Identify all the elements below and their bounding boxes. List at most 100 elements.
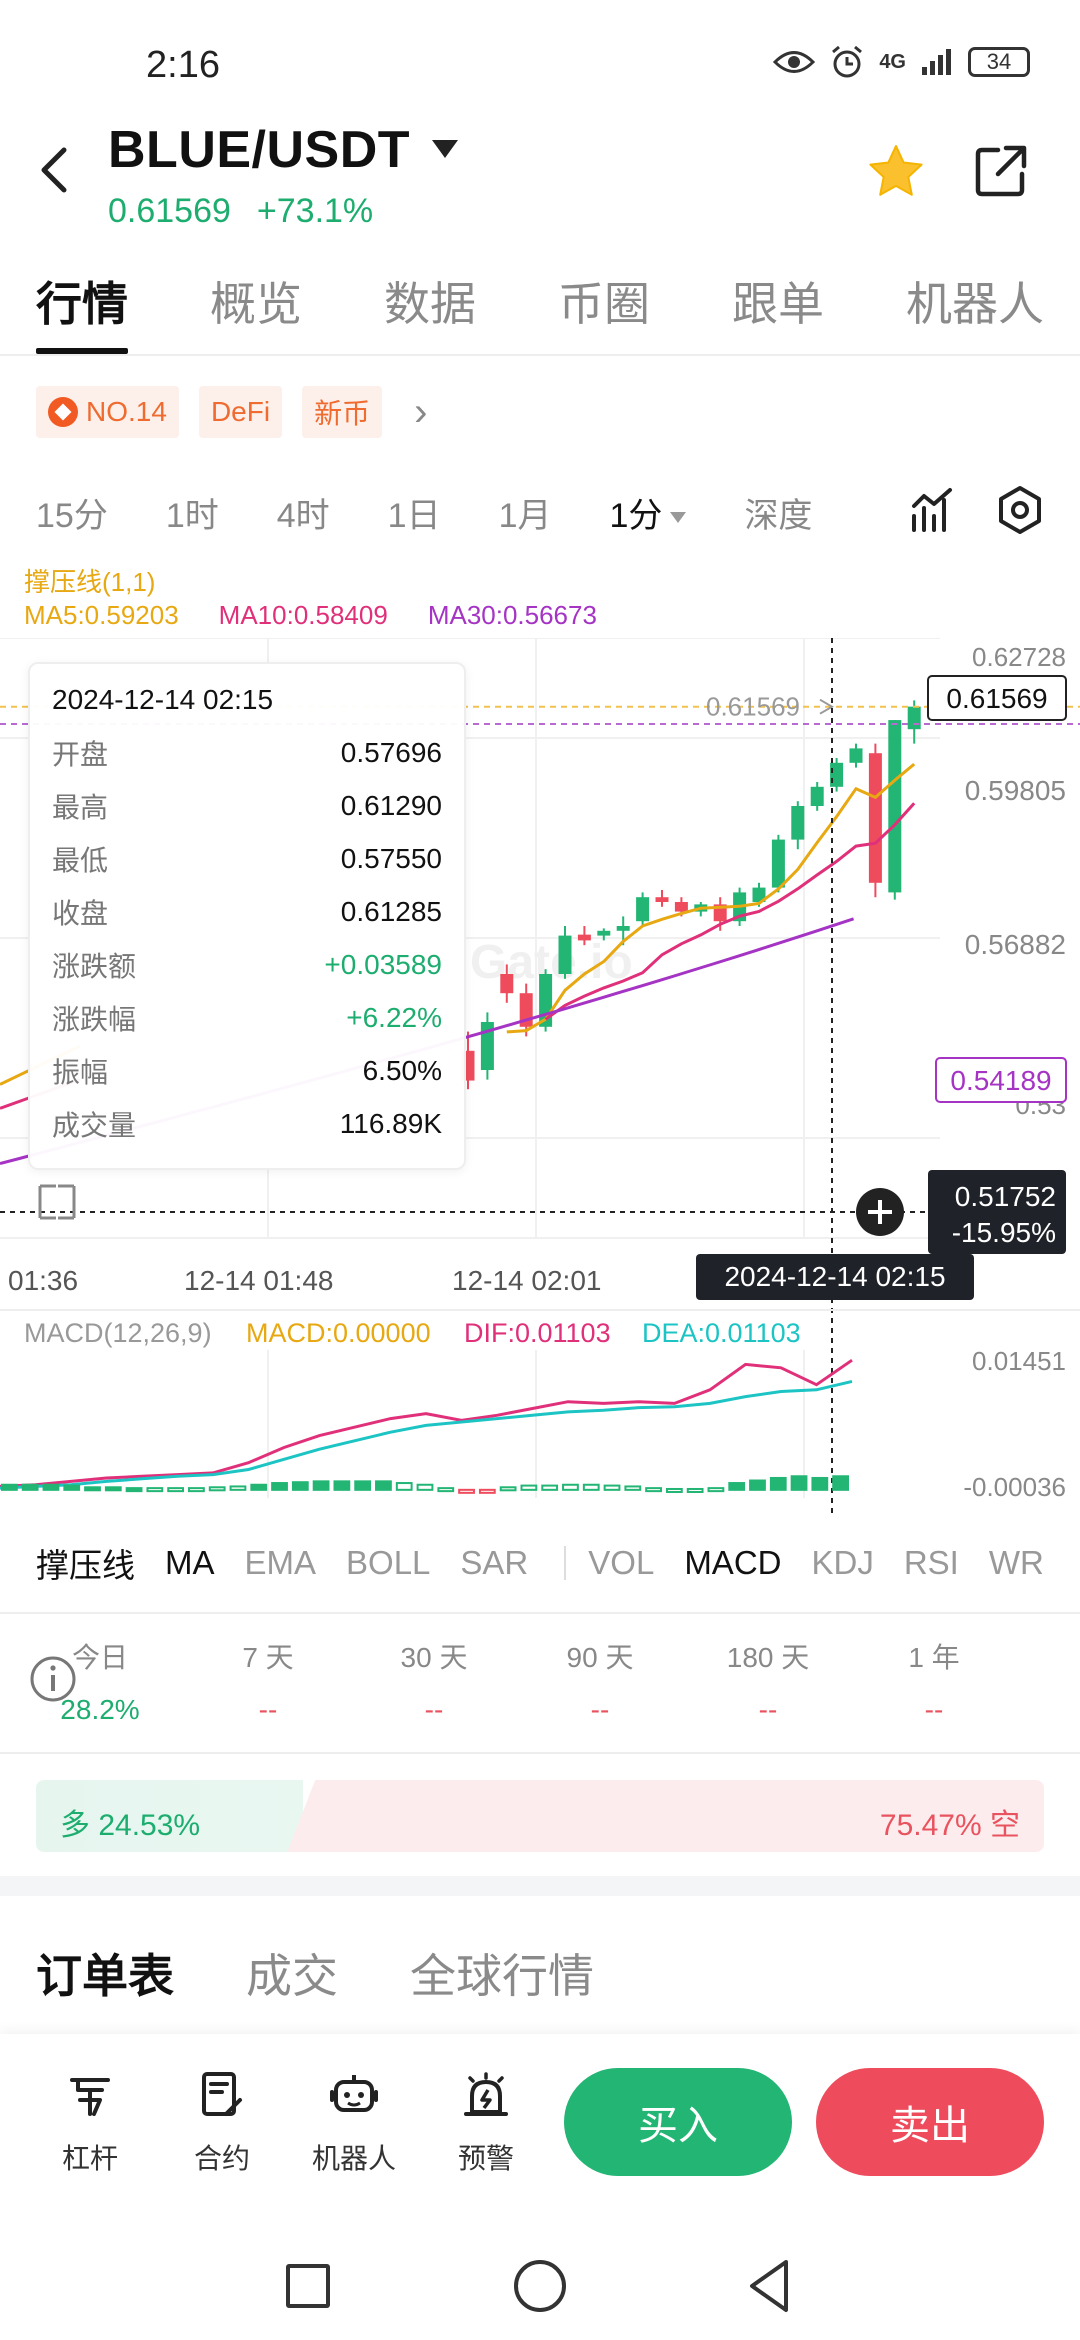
interval-selected[interactable]: 1分	[610, 488, 687, 537]
contract-icon	[202, 2072, 242, 2116]
macd-histogram-bar	[291, 1481, 309, 1491]
candle-body	[810, 786, 824, 806]
defi-tag[interactable]: DeFi	[198, 386, 283, 438]
battery-icon: 34	[968, 47, 1030, 77]
tooltip-row: 成交量 116.89K	[52, 1097, 442, 1150]
tooltip-value: 6.50%	[362, 1054, 442, 1086]
rank-tag[interactable]: NO.14	[36, 386, 179, 438]
candle-body	[636, 897, 650, 922]
dif-value: DIF:0.01103	[464, 1318, 611, 1348]
x-axis-label: 01:36	[8, 1265, 78, 1296]
interval-1mo[interactable]: 1月	[498, 496, 552, 535]
margin-action[interactable]: 杠杆	[40, 2070, 140, 2177]
chart-style-icon[interactable]	[908, 486, 956, 534]
bot-action[interactable]: 机器人	[304, 2070, 404, 2177]
alert-action[interactable]: 预警	[436, 2070, 536, 2177]
crosshair-plus-glyph	[868, 1200, 892, 1224]
indicator-separator	[564, 1546, 567, 1580]
candle-body	[907, 706, 921, 730]
macd-histogram-bar	[790, 1475, 808, 1491]
kline-chart[interactable]: Gate.io0.615690.627280.598050.568820.530…	[0, 638, 1080, 1518]
tab-global-market[interactable]: 全球行情	[410, 1950, 594, 2002]
caret-down-icon	[670, 512, 687, 524]
period-stats: 今日 28.2% 7 天 -- 30 天 -- 90 天 -- 180 天 -- 1 年 --	[0, 1612, 1080, 1754]
contract-action[interactable]: 合约	[172, 2070, 272, 2177]
support-resistance-legend: 撑压线(1,1)	[24, 567, 156, 597]
tab-trades[interactable]: 成交	[246, 1950, 338, 2002]
tooltip-value: 0.57550	[340, 842, 442, 874]
tab-4[interactable]: 跟单	[732, 278, 824, 330]
sell-button[interactable]: 卖出	[816, 2068, 1044, 2176]
tab-0[interactable]: 行情	[36, 262, 128, 354]
tab-order-book[interactable]: 订单表	[36, 1950, 174, 2002]
macd-histogram-bar	[582, 1483, 600, 1491]
macd-histogram-bar	[645, 1487, 662, 1493]
indicator-macd[interactable]: MACD	[684, 1544, 782, 1581]
settings-hexagon-icon[interactable]	[994, 484, 1046, 536]
long-short-ratio: 多 24.53% 75.47% 空	[36, 1780, 1044, 1852]
macd-histogram-bar	[188, 1487, 205, 1493]
back-arrow-icon[interactable]	[30, 140, 80, 200]
indicator-sar[interactable]: SAR	[460, 1544, 529, 1581]
favorite-star-icon[interactable]	[866, 142, 926, 202]
macd-histogram-bar	[478, 1488, 496, 1494]
tab-1[interactable]: 概览	[210, 278, 302, 330]
depth-tab[interactable]: 深度	[744, 496, 813, 535]
tooltip-label: 开盘	[52, 738, 109, 770]
crosshair-price-tag	[928, 1170, 1066, 1254]
indicator-vol[interactable]: VOL	[588, 1544, 655, 1581]
status-time: 2:16	[146, 44, 220, 86]
recent-apps-icon[interactable]	[286, 2264, 330, 2308]
macd-histogram-bar	[271, 1482, 288, 1491]
chevron-right-icon[interactable]: ›	[414, 389, 428, 434]
tooltip-date: 2024-12-14 02:15	[52, 684, 274, 715]
period-stat-value: --	[424, 1694, 444, 1725]
signal-icon	[922, 49, 951, 75]
crosshair-change: -15.95%	[952, 1217, 1056, 1248]
short-ratio: 75.47% 空	[879, 1809, 1020, 1842]
indicator-kdj[interactable]: KDJ	[811, 1544, 874, 1581]
indicator-ema[interactable]: EMA	[244, 1544, 317, 1581]
pair-title[interactable]: BLUE/USDT	[108, 121, 411, 179]
indicator-ma[interactable]: MA	[165, 1544, 215, 1581]
macd-histogram-bar	[333, 1480, 351, 1491]
indicator-rsi[interactable]: RSI	[903, 1544, 959, 1581]
interval-1d[interactable]: 1日	[387, 496, 441, 535]
interval-15m[interactable]: 15分	[36, 496, 108, 535]
indicator-boll[interactable]: BOLL	[346, 1544, 431, 1581]
share-icon[interactable]	[972, 142, 1030, 200]
indicator-wr[interactable]: WR	[988, 1544, 1044, 1581]
price-change: +73.1%	[256, 192, 374, 230]
macd-histogram-bar	[541, 1484, 559, 1491]
short-bar	[287, 1780, 1044, 1852]
candle-body	[655, 897, 669, 902]
macd-histogram-bar	[458, 1488, 475, 1494]
last-price: 0.61569	[108, 192, 231, 230]
pair-dropdown-icon[interactable]	[432, 140, 458, 158]
buy-button[interactable]: 买入	[564, 2068, 792, 2176]
tab-2[interactable]: 数据	[384, 278, 476, 330]
nav-back-icon[interactable]	[746, 2258, 792, 2314]
period-stat: 今日 28.2%	[40, 1636, 160, 1726]
period-stat-label: 今日	[71, 1642, 128, 1673]
period-stat-label: 180 天	[726, 1642, 810, 1673]
new-coin-tag[interactable]: 新币	[302, 386, 383, 438]
contract-label: 合约	[193, 2143, 250, 2174]
interval-1h[interactable]: 1时	[165, 496, 219, 535]
info-icon[interactable]	[28, 1654, 78, 1704]
period-stat: 1 年 --	[874, 1636, 994, 1726]
candle-body	[888, 720, 902, 893]
tab-5[interactable]: 机器人	[906, 278, 1044, 330]
interval-4h[interactable]: 4时	[276, 496, 330, 535]
home-icon[interactable]	[514, 2260, 566, 2312]
last-price-inline-label: 0.61569	[706, 692, 800, 722]
macd-label: MACD(12,26,9)	[24, 1318, 212, 1348]
tab-3[interactable]: 币圈	[558, 278, 650, 330]
indicator-撑压线[interactable]: 撑压线	[36, 1547, 135, 1584]
candle-body	[791, 806, 805, 840]
bot-label: 机器人	[311, 2143, 396, 2174]
alarm-icon	[832, 45, 863, 78]
period-stat-label: 7 天	[242, 1642, 294, 1673]
tooltip-value: +6.22%	[346, 1001, 442, 1033]
period-stat-value: --	[924, 1694, 944, 1725]
